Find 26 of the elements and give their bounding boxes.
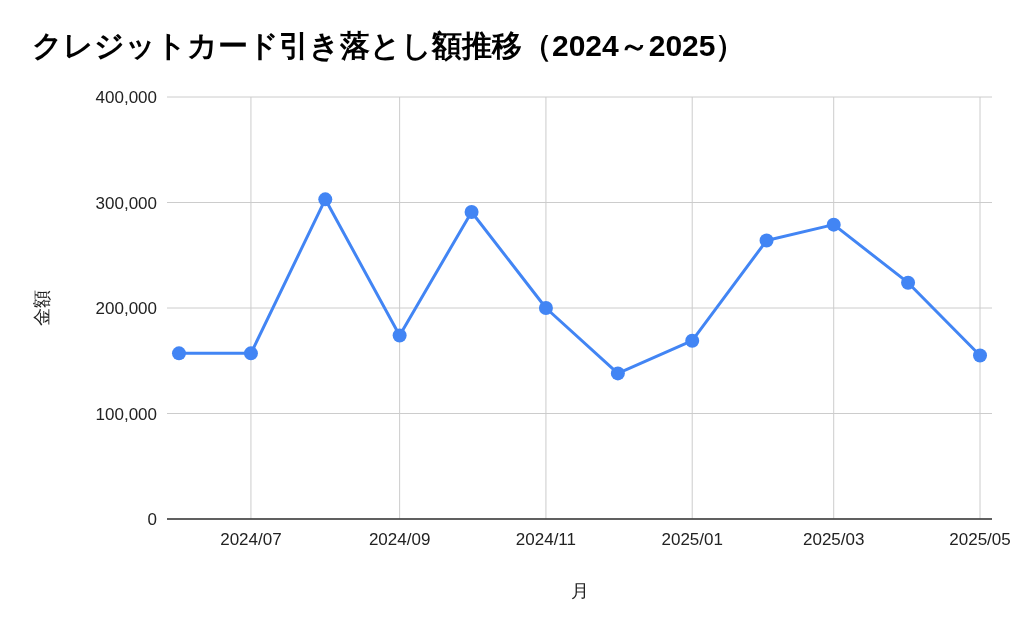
point [610, 366, 625, 381]
x-axis-title: 月 [570, 581, 589, 601]
y-axis-title: 金額 [32, 290, 52, 326]
point [759, 233, 774, 248]
point [685, 333, 700, 348]
y-tick-label: 0 [147, 510, 157, 529]
x-tick-label: 2025/03 [802, 530, 865, 549]
point [973, 348, 988, 363]
x-tick-label: 2024/09 [368, 530, 431, 549]
point [243, 346, 258, 361]
y-tick-label: 100,000 [95, 404, 157, 424]
y-tick-label: 400,000 [95, 88, 157, 107]
x-tick-label: 2025/01 [661, 530, 723, 549]
y-tick-label: 300,000 [95, 193, 157, 213]
point [392, 328, 407, 343]
point [901, 275, 916, 290]
x-tick-label: 2025/05 [949, 530, 1011, 549]
point [826, 217, 841, 232]
y-tick-label: 200,000 [95, 299, 157, 318]
point [318, 192, 333, 207]
x-tick-label: 2024/07 [220, 530, 282, 549]
chart-title: クレジットカード引き落とし額推移（2024～2025） [32, 29, 746, 62]
x-tick-label: 2024/11 [515, 530, 577, 549]
point [464, 205, 479, 219]
point [538, 301, 553, 315]
point [171, 346, 186, 361]
